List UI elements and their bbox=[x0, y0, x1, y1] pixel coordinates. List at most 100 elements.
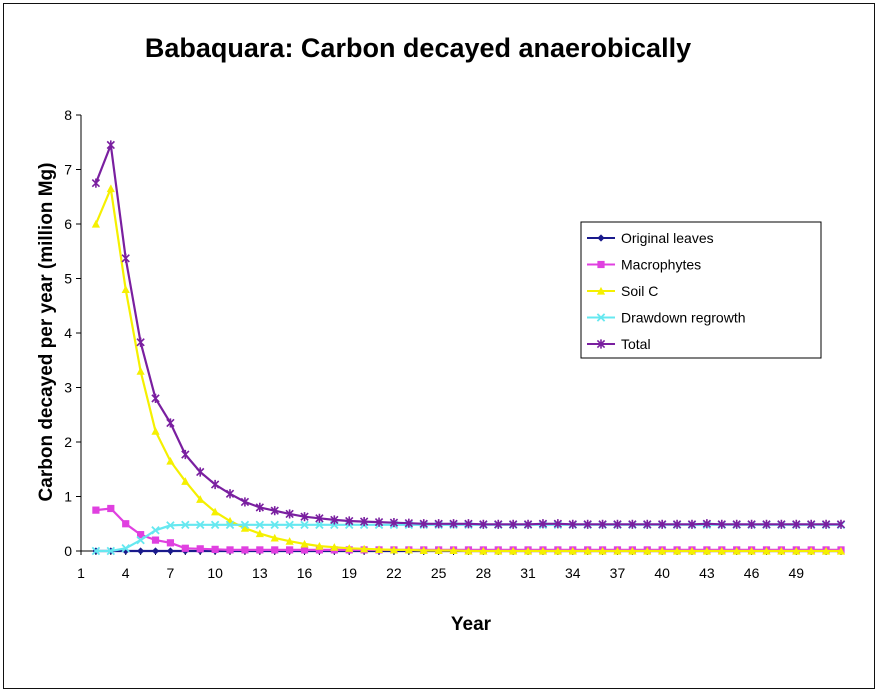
data-point-total bbox=[553, 519, 563, 529]
data-point-soil-c bbox=[672, 546, 682, 555]
data-point-soil-c bbox=[389, 545, 399, 554]
data-point-soil-c bbox=[255, 529, 264, 538]
data-point-macrophytes bbox=[181, 544, 189, 552]
data-point-total bbox=[345, 516, 354, 526]
data-point-total bbox=[449, 519, 458, 529]
x-tick-label: 22 bbox=[386, 565, 402, 581]
data-point-total bbox=[613, 519, 622, 529]
data-point-drawdown-regrowth bbox=[136, 535, 145, 545]
legend-label: Soil C bbox=[621, 283, 658, 299]
legend-label: Drawdown regrowth bbox=[621, 310, 746, 326]
data-point-total bbox=[166, 418, 175, 428]
data-point-soil-c bbox=[643, 546, 652, 555]
data-point-macrophytes bbox=[241, 546, 249, 554]
plot-area bbox=[91, 140, 846, 556]
data-point-soil-c bbox=[777, 546, 786, 555]
x-tick-label: 37 bbox=[610, 565, 626, 581]
data-point-total bbox=[210, 479, 220, 490]
legend-item-drawdown-regrowth: Drawdown regrowth bbox=[587, 310, 746, 326]
data-point-soil-c bbox=[136, 367, 145, 375]
series-soil-c bbox=[91, 184, 846, 555]
data-point-soil-c bbox=[91, 219, 101, 228]
data-point-macrophytes bbox=[315, 546, 324, 554]
data-point-soil-c bbox=[464, 546, 473, 555]
data-point-soil-c bbox=[509, 546, 518, 555]
legend-swatch-marker bbox=[596, 313, 606, 322]
data-point-soil-c bbox=[434, 546, 443, 555]
data-point-drawdown-regrowth bbox=[285, 520, 294, 530]
x-tick-label: 28 bbox=[476, 565, 492, 581]
data-point-total bbox=[434, 519, 443, 529]
data-point-drawdown-regrowth bbox=[195, 520, 205, 530]
legend-swatch-marker bbox=[597, 234, 605, 242]
data-point-soil-c bbox=[523, 546, 533, 555]
data-point-total bbox=[658, 519, 667, 529]
data-point-drawdown-regrowth bbox=[225, 520, 235, 530]
data-point-soil-c bbox=[836, 546, 846, 555]
data-point-total bbox=[359, 516, 369, 527]
data-point-total bbox=[479, 519, 488, 529]
data-point-soil-c bbox=[479, 546, 488, 555]
data-point-soil-c bbox=[658, 546, 667, 555]
legend-box bbox=[580, 221, 822, 359]
data-point-original-leaves bbox=[166, 547, 175, 555]
data-point-soil-c bbox=[807, 546, 816, 555]
data-point-total bbox=[389, 518, 399, 528]
data-point-soil-c bbox=[270, 533, 279, 542]
x-axis-title: Year bbox=[451, 614, 492, 635]
data-point-soil-c bbox=[181, 477, 190, 485]
data-point-total bbox=[225, 489, 235, 499]
data-point-drawdown-regrowth bbox=[106, 546, 116, 556]
data-point-drawdown-regrowth bbox=[300, 520, 309, 530]
data-point-drawdown-regrowth bbox=[255, 520, 265, 530]
data-point-total bbox=[523, 519, 533, 529]
data-point-total bbox=[330, 515, 339, 525]
data-point-drawdown-regrowth bbox=[210, 520, 220, 530]
y-tick-label: 5 bbox=[64, 271, 72, 287]
data-point-macrophytes bbox=[211, 545, 219, 553]
data-point-soil-c bbox=[732, 546, 741, 555]
data-point-drawdown-regrowth bbox=[166, 521, 175, 530]
x-tick-label: 4 bbox=[122, 565, 130, 581]
data-point-total bbox=[315, 513, 324, 523]
data-point-macrophytes bbox=[151, 536, 160, 544]
data-point-total bbox=[508, 519, 518, 529]
data-point-total bbox=[285, 509, 294, 519]
y-tick-label: 1 bbox=[64, 489, 72, 505]
data-point-soil-c bbox=[345, 544, 354, 552]
x-tick-label: 19 bbox=[341, 565, 357, 581]
y-tick-label: 3 bbox=[64, 380, 72, 396]
data-point-soil-c bbox=[404, 545, 413, 554]
y-axis-title: Carbon decayed per year (million Mg) bbox=[36, 163, 57, 502]
x-tick-label: 13 bbox=[252, 565, 268, 581]
data-point-total bbox=[374, 517, 384, 527]
x-tick-label: 25 bbox=[431, 565, 447, 581]
data-point-total bbox=[836, 519, 846, 529]
data-point-total bbox=[821, 519, 831, 529]
data-point-total bbox=[717, 519, 726, 529]
x-tick-label: 34 bbox=[565, 565, 581, 581]
data-point-total bbox=[583, 519, 592, 529]
data-point-total bbox=[494, 519, 503, 529]
legend-swatch-marker bbox=[597, 260, 605, 269]
data-point-total bbox=[300, 512, 309, 522]
x-tick-label: 7 bbox=[167, 565, 175, 581]
data-point-total bbox=[240, 497, 250, 507]
data-point-total bbox=[792, 519, 801, 529]
data-point-total bbox=[121, 253, 130, 263]
x-tick-label: 43 bbox=[699, 565, 715, 581]
data-point-soil-c bbox=[762, 546, 771, 555]
data-point-macrophytes bbox=[137, 531, 145, 539]
data-point-soil-c bbox=[419, 546, 428, 555]
series-line-macrophytes bbox=[95, 507, 841, 552]
data-point-total bbox=[181, 449, 190, 460]
data-point-soil-c bbox=[494, 546, 503, 555]
data-point-total bbox=[762, 519, 771, 529]
data-point-soil-c bbox=[285, 537, 294, 545]
data-point-total bbox=[777, 519, 786, 529]
legend-label: Macrophytes bbox=[621, 257, 701, 273]
data-point-soil-c bbox=[330, 543, 339, 551]
data-point-total bbox=[538, 519, 548, 529]
data-point-macrophytes bbox=[92, 506, 100, 514]
